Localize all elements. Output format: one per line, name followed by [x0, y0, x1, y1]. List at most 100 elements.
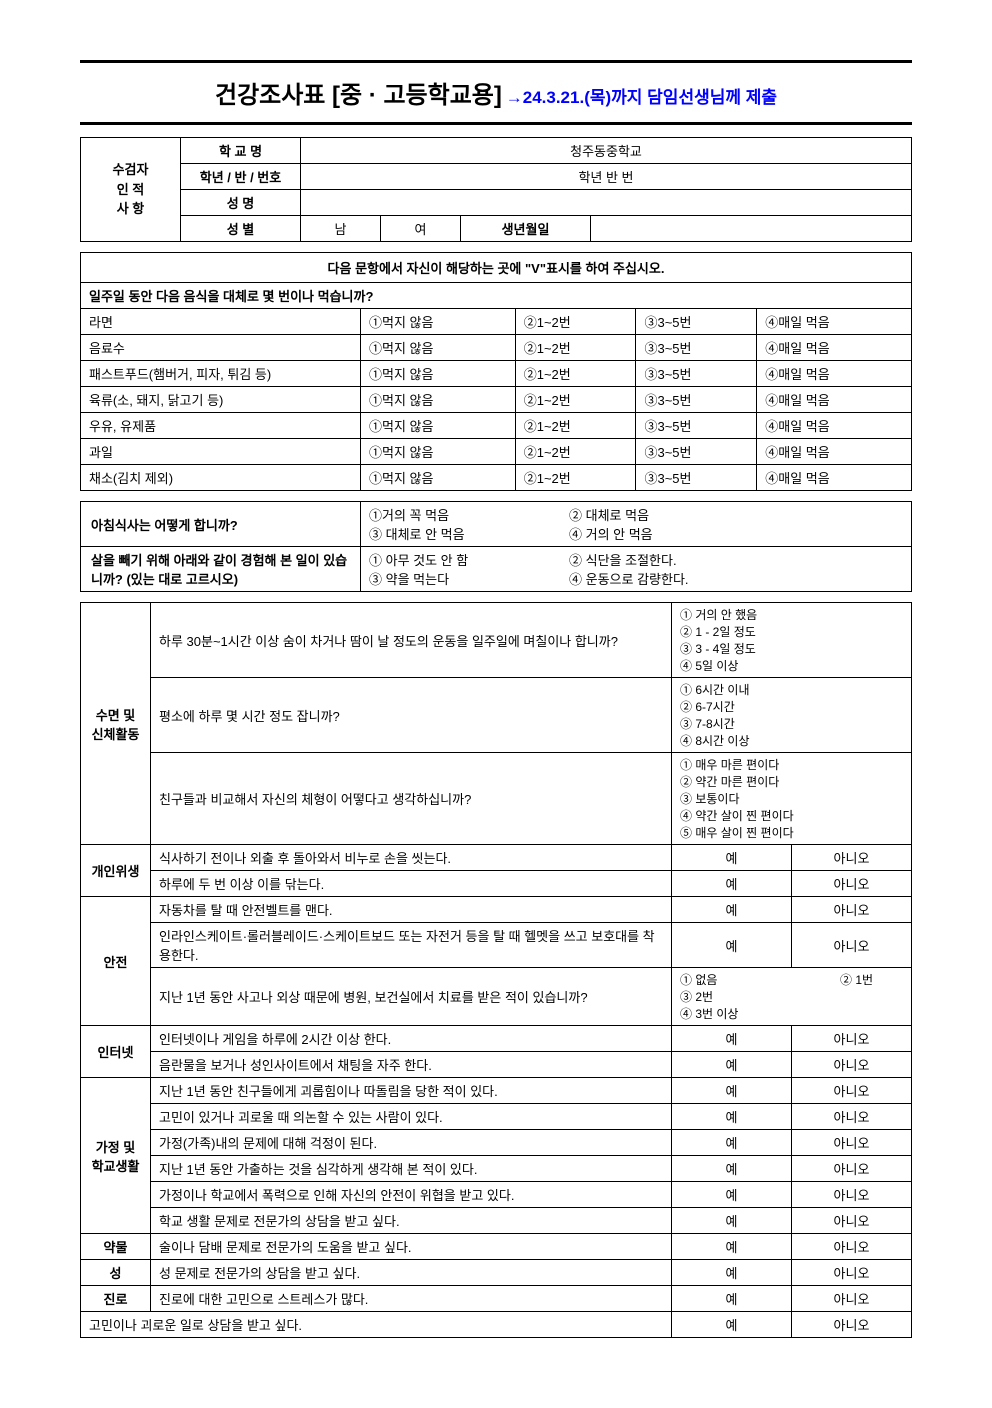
answer-no[interactable]: 아니오	[792, 923, 912, 968]
answer-yes[interactable]: 예	[672, 897, 792, 923]
food-option[interactable]: ②1~2번	[515, 439, 636, 465]
category-label: 가정 및 학교생활	[81, 1078, 151, 1234]
category-label: 인터넷	[81, 1026, 151, 1078]
school-value: 청주동중학교	[301, 138, 912, 164]
food-option[interactable]: ④매일 먹음	[757, 465, 912, 491]
food-option[interactable]: ②1~2번	[515, 335, 636, 361]
food-option[interactable]: ①먹지 않음	[361, 439, 516, 465]
food-option[interactable]: ③3~5번	[636, 439, 757, 465]
answer-no[interactable]: 아니오	[792, 1078, 912, 1104]
food-option[interactable]: ③3~5번	[636, 361, 757, 387]
category-label: 약물	[81, 1234, 151, 1260]
category-label: 성	[81, 1260, 151, 1286]
habit-options[interactable]: ① 아무 것도 안 함② 식단을 조절한다.③ 약을 먹는다④ 운동으로 감량한…	[361, 547, 912, 592]
question-text: 지난 1년 동안 사고나 외상 때문에 병원, 보건실에서 치료를 받은 적이 …	[151, 968, 672, 1026]
answer-yes[interactable]: 예	[672, 1260, 792, 1286]
food-option[interactable]: ④매일 먹음	[757, 413, 912, 439]
food-option[interactable]: ①먹지 않음	[361, 387, 516, 413]
question-text: 진로에 대한 고민으로 스트레스가 많다.	[151, 1286, 672, 1312]
food-option[interactable]: ③3~5번	[636, 413, 757, 439]
identity-row-label: 수검자 인 적 사 항	[81, 138, 181, 242]
food-option[interactable]: ④매일 먹음	[757, 335, 912, 361]
food-item: 우유, 유제품	[81, 413, 361, 439]
food-option[interactable]: ①먹지 않음	[361, 335, 516, 361]
name-value[interactable]	[301, 190, 912, 216]
answer-no[interactable]: 아니오	[792, 1104, 912, 1130]
answer-no[interactable]: 아니오	[792, 1156, 912, 1182]
gender-label: 성 별	[181, 216, 301, 242]
gender-female[interactable]: 여	[381, 216, 461, 242]
title-bar: 건강조사표 [중 · 고등학교용] →24.3.21.(목)까지 담임선생님께 …	[80, 60, 912, 125]
answer-yes[interactable]: 예	[672, 1182, 792, 1208]
food-option[interactable]: ①먹지 않음	[361, 309, 516, 335]
habit-question: 아침식사는 어떻게 합니까?	[81, 502, 361, 547]
food-option[interactable]: ④매일 먹음	[757, 439, 912, 465]
answer-yes[interactable]: 예	[672, 1052, 792, 1078]
food-option[interactable]: ②1~2번	[515, 413, 636, 439]
food-option[interactable]: ④매일 먹음	[757, 361, 912, 387]
answer-yes[interactable]: 예	[672, 1312, 792, 1338]
answer-yes[interactable]: 예	[672, 1078, 792, 1104]
multi-options[interactable]: ① 거의 안 했음② 1 - 2일 정도③ 3 - 4일 정도④ 5일 이상	[672, 603, 912, 678]
food-option[interactable]: ②1~2번	[515, 361, 636, 387]
food-option[interactable]: ③3~5번	[636, 335, 757, 361]
multi-options[interactable]: ① 6시간 이내② 6-7시간③ 7-8시간④ 8시간 이상	[672, 678, 912, 753]
habits-table: 아침식사는 어떻게 합니까?①거의 꼭 먹음② 대체로 먹음③ 대체로 안 먹음…	[80, 501, 912, 592]
answer-no[interactable]: 아니오	[792, 871, 912, 897]
answer-yes[interactable]: 예	[672, 923, 792, 968]
question-text: 인터넷이나 게임을 하루에 2시간 이상 한다.	[151, 1026, 672, 1052]
answer-yes[interactable]: 예	[672, 1130, 792, 1156]
answer-yes[interactable]: 예	[672, 871, 792, 897]
answer-yes[interactable]: 예	[672, 1234, 792, 1260]
question-text: 하루에 두 번 이상 이를 닦는다.	[151, 871, 672, 897]
food-option[interactable]: ③3~5번	[636, 309, 757, 335]
answer-no[interactable]: 아니오	[792, 1312, 912, 1338]
answer-no[interactable]: 아니오	[792, 1052, 912, 1078]
answer-yes[interactable]: 예	[672, 1286, 792, 1312]
food-option[interactable]: ③3~5번	[636, 465, 757, 491]
food-option[interactable]: ④매일 먹음	[757, 387, 912, 413]
food-option[interactable]: ②1~2번	[515, 309, 636, 335]
answer-no[interactable]: 아니오	[792, 897, 912, 923]
gender-male[interactable]: 남	[301, 216, 381, 242]
food-option[interactable]: ④매일 먹음	[757, 309, 912, 335]
answer-yes[interactable]: 예	[672, 1104, 792, 1130]
multi-options[interactable]: ① 매우 마른 편이다② 약간 마른 편이다③ 보통이다④ 약간 살이 찐 편이…	[672, 753, 912, 845]
answer-no[interactable]: 아니오	[792, 1208, 912, 1234]
question-text: 술이나 담배 문제로 전문가의 도움을 받고 싶다.	[151, 1234, 672, 1260]
food-option[interactable]: ①먹지 않음	[361, 361, 516, 387]
question-text: 자동차를 탈 때 안전벨트를 맨다.	[151, 897, 672, 923]
answer-no[interactable]: 아니오	[792, 1234, 912, 1260]
habit-options[interactable]: ①거의 꼭 먹음② 대체로 먹음③ 대체로 안 먹음④ 거의 안 먹음	[361, 502, 912, 547]
question-text: 학교 생활 문제로 전문가의 상담을 받고 싶다.	[151, 1208, 672, 1234]
birth-value[interactable]	[591, 216, 912, 242]
question-text: 성 문제로 전문가의 상담을 받고 싶다.	[151, 1260, 672, 1286]
title-main: 건강조사표 [중 · 고등학교용]	[215, 82, 502, 109]
food-item: 라면	[81, 309, 361, 335]
answer-yes[interactable]: 예	[672, 1156, 792, 1182]
question-text: 인라인스케이트·롤러블레이드·스케이트보드 또는 자전거 등을 탈 때 헬멧을 …	[151, 923, 672, 968]
food-option[interactable]: ②1~2번	[515, 387, 636, 413]
question-text: 하루 30분~1시간 이상 숨이 차거나 땀이 날 정도의 운동을 일주일에 며…	[151, 603, 672, 678]
grade-value[interactable]: 학년 반 번	[301, 164, 912, 190]
answer-no[interactable]: 아니오	[792, 1286, 912, 1312]
answer-yes[interactable]: 예	[672, 845, 792, 871]
answer-yes[interactable]: 예	[672, 1026, 792, 1052]
category-label: 개인위생	[81, 845, 151, 897]
instruction-text: 다음 문항에서 자신이 해당하는 곳에 "V"표시를 하여 주십시오.	[81, 253, 912, 283]
question-text: 평소에 하루 몇 시간 정도 잡니까?	[151, 678, 672, 753]
answer-yes[interactable]: 예	[672, 1208, 792, 1234]
food-item: 과일	[81, 439, 361, 465]
food-option[interactable]: ①먹지 않음	[361, 465, 516, 491]
question-text: 식사하기 전이나 외출 후 돌아와서 비누로 손을 씻는다.	[151, 845, 672, 871]
multi-options[interactable]: ① 없음② 1번③ 2번④ 3번 이상	[672, 968, 912, 1026]
food-option[interactable]: ③3~5번	[636, 387, 757, 413]
answer-no[interactable]: 아니오	[792, 1130, 912, 1156]
answer-no[interactable]: 아니오	[792, 1026, 912, 1052]
answer-no[interactable]: 아니오	[792, 845, 912, 871]
food-option[interactable]: ①먹지 않음	[361, 413, 516, 439]
food-item: 채소(김치 제외)	[81, 465, 361, 491]
answer-no[interactable]: 아니오	[792, 1260, 912, 1286]
answer-no[interactable]: 아니오	[792, 1182, 912, 1208]
food-option[interactable]: ②1~2번	[515, 465, 636, 491]
